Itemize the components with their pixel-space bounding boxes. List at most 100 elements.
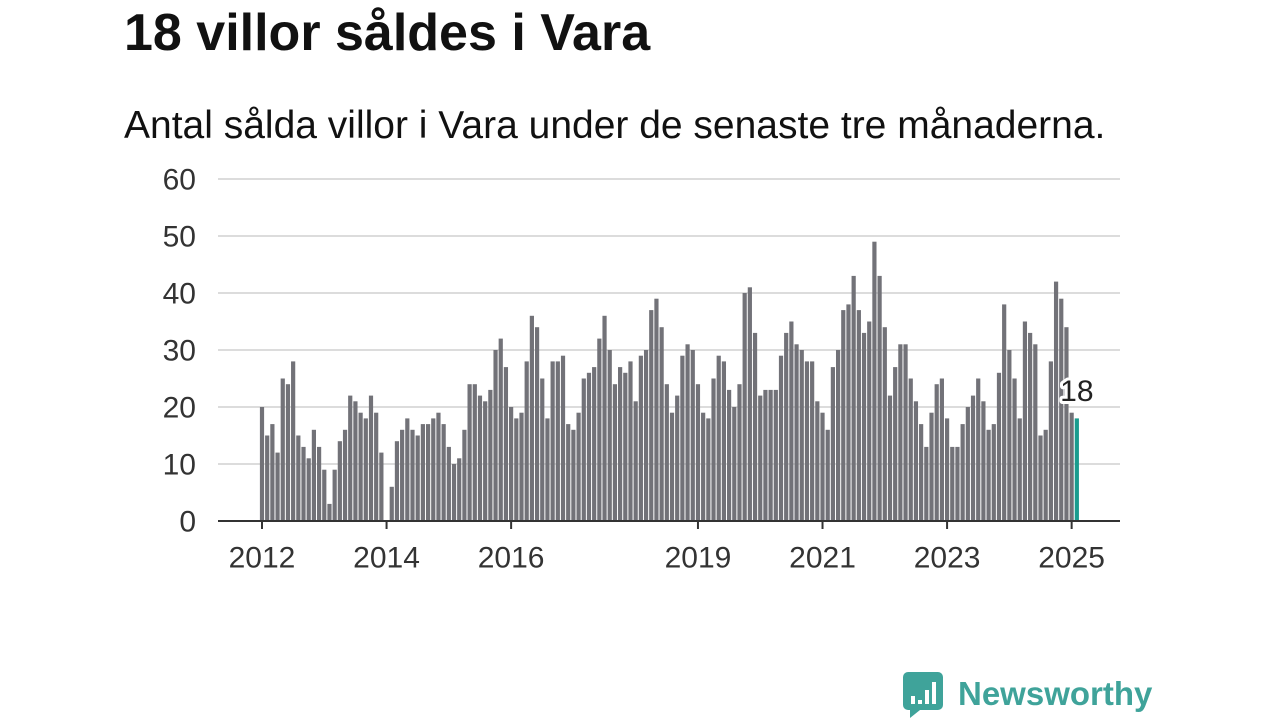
bar — [275, 452, 280, 521]
bar — [970, 395, 976, 521]
bar — [638, 355, 643, 521]
bar — [555, 361, 560, 521]
bar — [363, 418, 368, 521]
bar — [301, 446, 306, 521]
bar — [405, 418, 410, 521]
bar — [737, 384, 742, 521]
bar — [534, 327, 540, 521]
bar — [675, 395, 680, 521]
bar — [981, 401, 986, 521]
bar — [462, 429, 467, 521]
bar — [685, 344, 690, 521]
bar — [607, 350, 612, 521]
bar — [342, 429, 348, 521]
bar — [519, 412, 524, 521]
bar — [1059, 298, 1064, 521]
bar — [664, 384, 669, 521]
bar — [929, 412, 934, 521]
bar — [939, 378, 944, 521]
bar — [965, 407, 970, 521]
y-axis-labels: 0 10 20 30 40 50 60 — [163, 164, 196, 539]
bar — [327, 503, 332, 521]
bar — [529, 315, 534, 521]
bar — [1038, 435, 1043, 521]
y-tick-label: 0 — [179, 506, 196, 539]
x-axis-labels: 2012 2014 2016 2019 2021 2023 2025 — [229, 542, 1105, 575]
bar — [716, 355, 721, 521]
logo-bar — [911, 696, 915, 704]
bar — [400, 429, 405, 521]
bar — [1033, 344, 1038, 521]
bar — [643, 350, 649, 521]
bar — [597, 338, 602, 521]
bar — [477, 395, 483, 521]
y-tick-label: 60 — [163, 164, 196, 197]
bar — [410, 429, 415, 521]
bar — [1028, 332, 1033, 521]
bar — [1022, 321, 1028, 521]
x-tick-label: 2012 — [229, 542, 296, 575]
bar — [509, 407, 514, 521]
bar — [618, 367, 623, 521]
bar — [887, 395, 893, 521]
bar — [415, 435, 420, 521]
bar — [867, 321, 872, 521]
bar — [820, 412, 825, 521]
bar — [348, 395, 353, 521]
bar — [669, 412, 675, 521]
chart-title: 18 villor såldes i Vara — [124, 4, 651, 62]
bar — [706, 418, 711, 521]
bar — [768, 389, 773, 521]
x-tick-label: 2021 — [789, 542, 856, 575]
highlight-value-label: 18 — [1060, 375, 1093, 408]
bar — [628, 361, 633, 521]
bar — [732, 407, 737, 521]
bar — [680, 355, 685, 521]
bar — [830, 367, 835, 521]
bar — [835, 350, 841, 521]
x-axis — [218, 520, 1120, 529]
bar — [908, 378, 913, 521]
bar — [285, 384, 291, 521]
bar — [919, 424, 924, 521]
bar — [467, 384, 472, 521]
bar — [1007, 350, 1012, 521]
bar — [602, 315, 607, 521]
bar — [571, 429, 576, 521]
bar — [1017, 418, 1022, 521]
bar — [576, 412, 581, 521]
bar — [358, 412, 363, 521]
bar — [483, 401, 488, 521]
logo-bubble-shape — [903, 672, 943, 718]
bar — [924, 446, 929, 521]
x-tick-label: 2014 — [353, 542, 420, 575]
brand-logo: Newsworthy — [903, 672, 1152, 718]
bar — [436, 412, 441, 521]
x-tick-label: 2019 — [665, 542, 732, 575]
bar — [353, 401, 358, 521]
bar — [420, 424, 425, 521]
bar — [913, 401, 919, 521]
bar — [773, 389, 778, 521]
bar — [846, 304, 851, 521]
bars — [259, 241, 1079, 521]
bar — [425, 424, 431, 521]
y-tick-label: 10 — [163, 449, 196, 482]
y-tick-label: 20 — [163, 392, 196, 425]
bar — [394, 441, 400, 521]
bar — [503, 367, 509, 521]
bar — [825, 429, 830, 521]
bar — [903, 344, 908, 521]
bar — [659, 327, 664, 521]
bar — [280, 378, 285, 521]
bar — [851, 275, 856, 521]
bar — [514, 418, 519, 521]
newsworthy-logo-icon — [903, 672, 943, 718]
bar — [727, 389, 732, 521]
bar — [763, 389, 768, 521]
bar — [789, 321, 794, 521]
bar — [758, 395, 763, 521]
bar — [861, 332, 867, 521]
chart-subtitle: Antal sålda villor i Vara under de senas… — [124, 104, 1106, 147]
